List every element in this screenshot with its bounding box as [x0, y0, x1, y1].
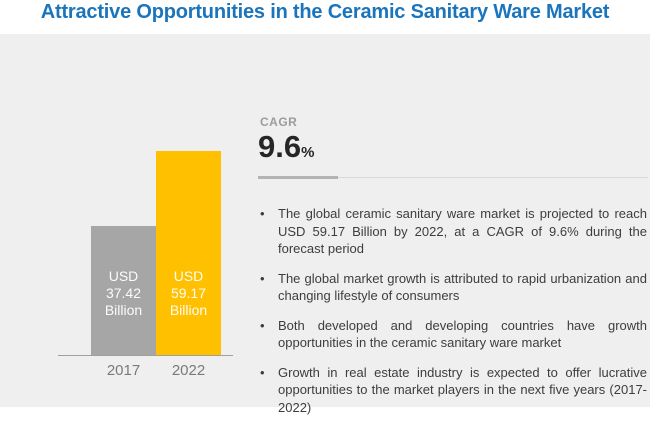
cagr-label: CAGR	[260, 115, 298, 129]
insight-text: Growth in real estate industry is expect…	[278, 364, 647, 415]
list-item: • Both developed and developing countrie…	[260, 317, 647, 352]
bullet-icon: •	[260, 317, 265, 333]
x-axis-line	[58, 355, 233, 356]
bullet-icon: •	[260, 364, 265, 380]
insight-text: The global market growth is attributed t…	[278, 270, 647, 304]
cagr-value: 9.6%	[258, 130, 314, 170]
cagr-percent-sign: %	[301, 144, 315, 161]
list-item: • The global market growth is attributed…	[260, 270, 647, 305]
page-title: Attractive Opportunities in the Ceramic …	[40, 1, 610, 23]
x-tick-2022: 2022	[171, 362, 206, 379]
insights-list: • The global ceramic sanitary ware marke…	[260, 173, 647, 428]
infographic-panel: USD 37.42 Billion USD 59.17 Billion 2017…	[0, 34, 650, 415]
insight-text: Both developed and developing countries …	[278, 317, 647, 351]
divider-accent	[258, 176, 338, 179]
bullet-icon: •	[260, 206, 265, 221]
insight-text: The global ceramic sanitary ware market …	[278, 206, 647, 256]
bar-2017: USD 37.42 Billion	[91, 226, 156, 355]
bullet-icon: •	[260, 270, 265, 286]
divider-line	[258, 177, 648, 178]
bar-2022: USD 59.17 Billion	[156, 151, 221, 355]
bar-2017-value-label: USD 37.42 Billion	[104, 268, 143, 318]
list-item: • Growth in real estate industry is expe…	[260, 364, 647, 417]
bar-2022-value-label: USD 59.17 Billion	[169, 268, 208, 318]
list-item: • The global ceramic sanitary ware marke…	[260, 205, 647, 258]
cagr-number: 9.6	[258, 129, 302, 164]
x-tick-2017: 2017	[106, 362, 141, 379]
